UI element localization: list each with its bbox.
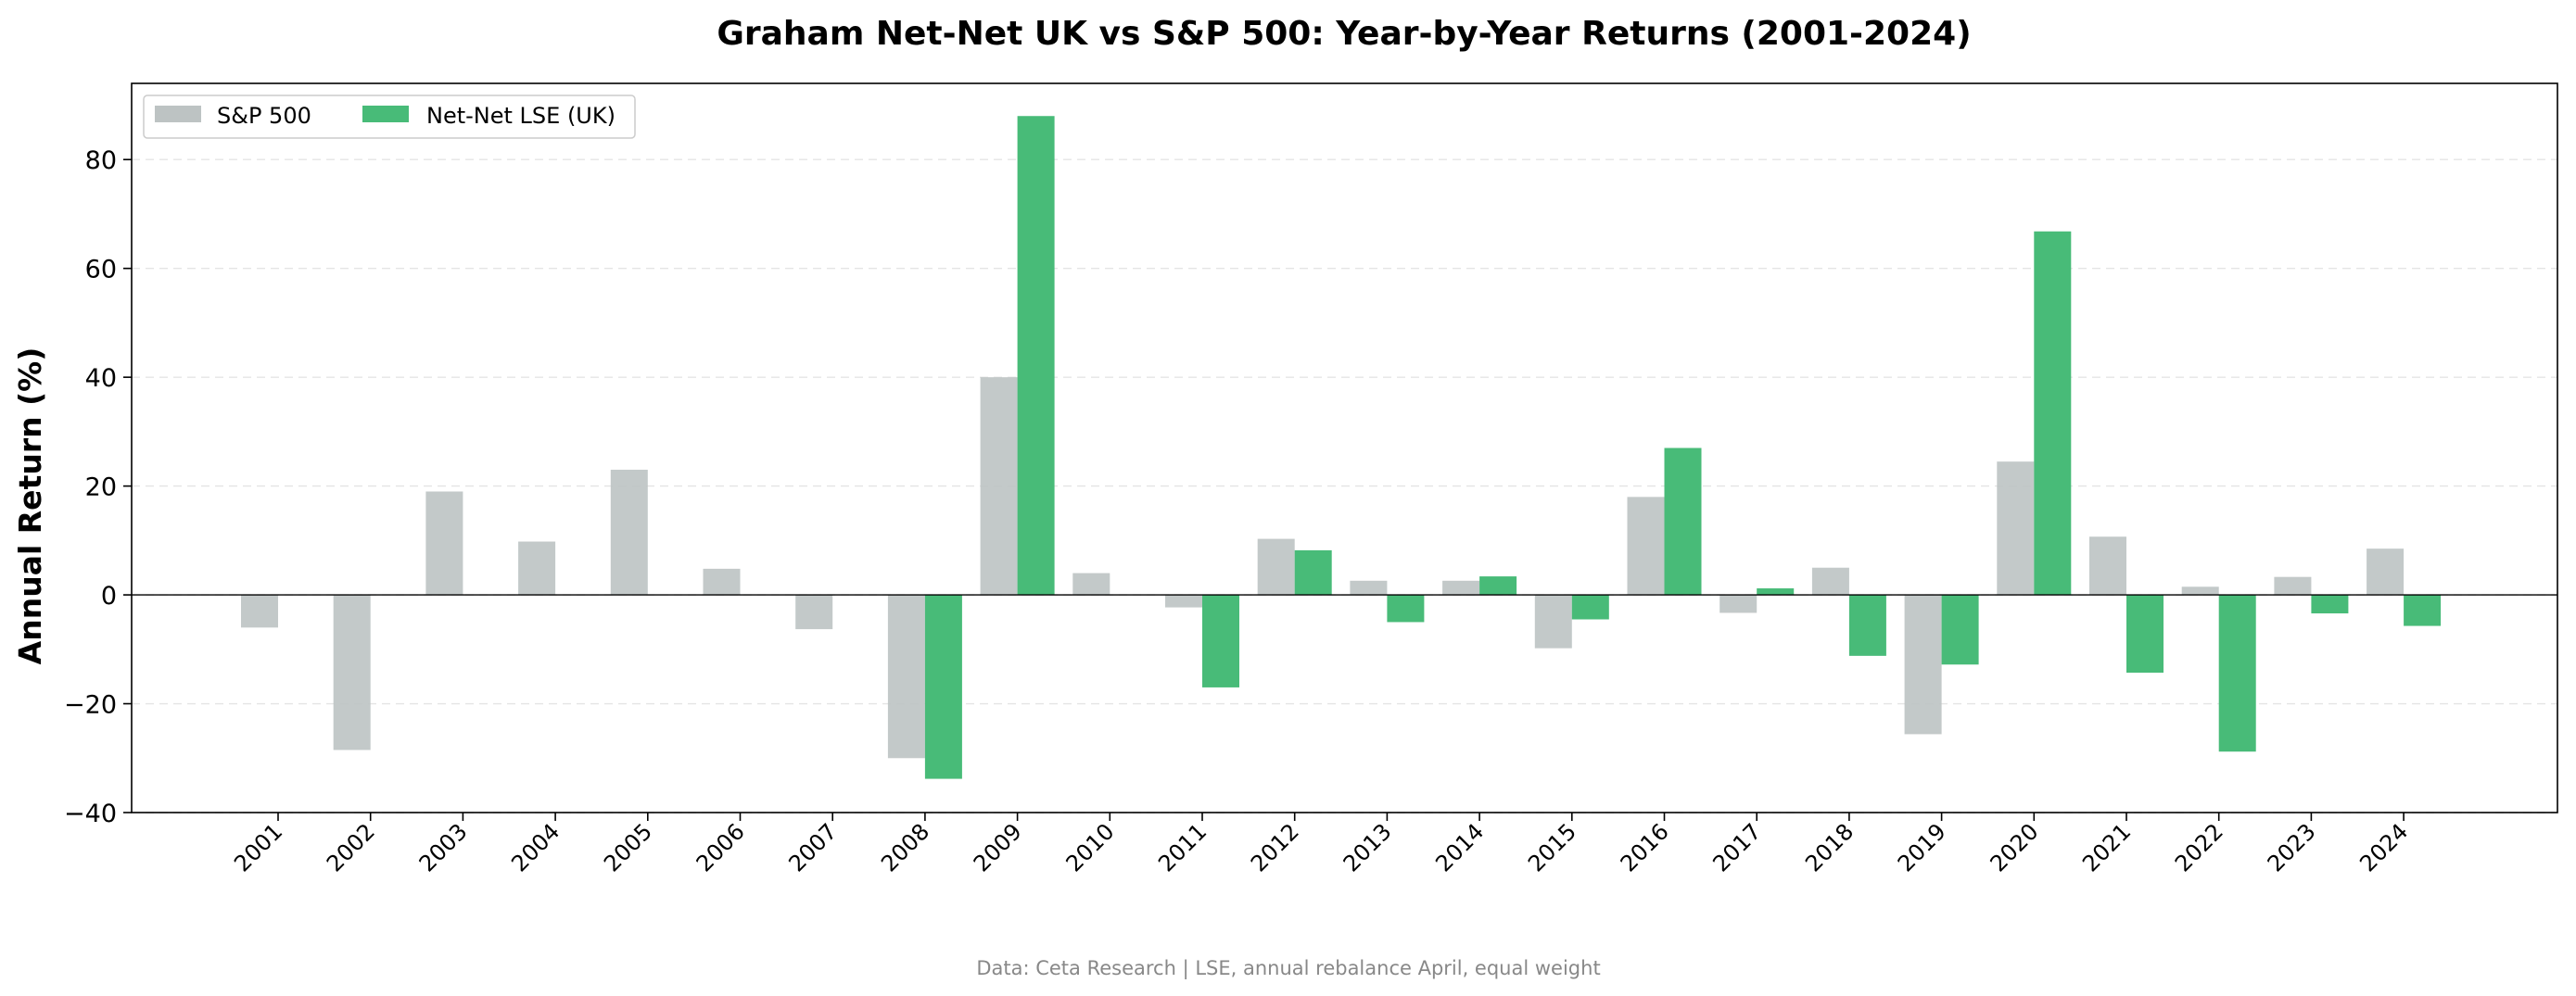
bar-sp500-2005 <box>610 469 648 596</box>
bar-sp500-2008 <box>887 595 925 759</box>
y-tick-label: −20 <box>64 691 117 720</box>
x-tick-label: 2008 <box>876 818 934 876</box>
x-tick-label: 2003 <box>414 818 473 876</box>
x-tick-label: 2001 <box>229 818 287 876</box>
x-tick-label: 2016 <box>1616 818 1674 876</box>
y-tick-label: 80 <box>85 146 117 175</box>
bar-sp500-2012 <box>1257 538 1295 596</box>
source-note: Data: Ceta Research | LSE, annual rebala… <box>976 957 1600 980</box>
legend-label-sp500: S&P 500 <box>217 103 311 129</box>
bar-netnet-2021 <box>2126 595 2164 674</box>
y-tick-label: 20 <box>85 473 117 502</box>
x-tick-label: 2018 <box>1800 818 1859 876</box>
grid-lines <box>132 158 2557 813</box>
bar-netnet-2013 <box>1387 595 1425 623</box>
bar-sp500-2007 <box>795 595 833 630</box>
y-tick-label: −40 <box>64 800 117 828</box>
x-tick-label: 2002 <box>322 818 380 876</box>
x-tick-label: 2004 <box>506 818 565 876</box>
bar-sp500-2016 <box>1627 497 1665 596</box>
x-tick-label: 2011 <box>1153 818 1212 876</box>
bar-netnet-2020 <box>2034 231 2072 596</box>
x-tick-label: 2024 <box>2354 818 2413 876</box>
x-tick-label: 2007 <box>783 818 842 876</box>
x-tick-label: 2015 <box>1523 818 1581 876</box>
legend-label-netnet: Net-Net LSE (UK) <box>426 103 615 129</box>
bar-sp500-2024 <box>2367 548 2405 596</box>
x-tick-label: 2012 <box>1246 818 1304 876</box>
bar-netnet-2014 <box>1479 576 1517 596</box>
y-axis-label: Annual Return (%) <box>12 347 48 665</box>
bar-netnet-2023 <box>2311 595 2349 614</box>
legend-swatch-sp500 <box>155 106 201 122</box>
bar-netnet-2008 <box>924 595 962 779</box>
bar-netnet-2015 <box>1571 595 1609 620</box>
bar-sp500-2020 <box>1997 461 2035 596</box>
bar-netnet-2016 <box>1664 448 1702 596</box>
legend-swatch-netnet <box>362 106 409 122</box>
chart-title: Graham Net-Net UK vs S&P 500: Year-by-Ye… <box>717 15 1971 53</box>
bar-sp500-2017 <box>1719 595 1758 613</box>
bar-sp500-2009 <box>980 377 1018 596</box>
bar-netnet-2024 <box>2404 595 2442 626</box>
y-axis-ticks: −40 −20 0 20 40 60 80 <box>64 146 132 828</box>
bar-netnet-2022 <box>2218 595 2256 752</box>
bar-sp500-2015 <box>1534 595 1572 649</box>
x-tick-label: 2019 <box>1893 818 1951 876</box>
bar-sp500-2023 <box>2274 576 2312 596</box>
x-tick-label: 2022 <box>2170 818 2228 876</box>
y-tick-label: 40 <box>85 364 117 393</box>
x-tick-label: 2013 <box>1339 818 1397 876</box>
bar-sp500-2018 <box>1811 567 1849 596</box>
bar-netnet-2019 <box>1941 595 1979 665</box>
x-axis-ticks: 2001 2002 2003 2004 2005 2006 2007 2008 2009 2010… <box>229 813 2413 876</box>
bar-netnet-2017 <box>1757 588 1795 596</box>
x-tick-label: 2014 <box>1430 818 1489 876</box>
bar-sp500-2013 <box>1350 580 1388 596</box>
x-tick-label: 2017 <box>1707 818 1766 876</box>
bar-sp500-2011 <box>1165 595 1202 608</box>
bar-sp500-2002 <box>333 595 371 750</box>
x-tick-label: 2009 <box>969 818 1027 876</box>
y-tick-label: 60 <box>85 256 117 284</box>
bar-sp500-2021 <box>2089 536 2126 596</box>
x-tick-label: 2006 <box>692 818 750 876</box>
x-tick-label: 2023 <box>2263 818 2321 876</box>
x-tick-label: 2020 <box>1986 818 2044 876</box>
bars <box>241 116 2442 779</box>
bar-sp500-2003 <box>425 491 463 596</box>
bar-sp500-2010 <box>1072 573 1110 596</box>
y-tick-label: 0 <box>101 582 117 611</box>
bar-sp500-2001 <box>241 595 278 628</box>
x-tick-label: 2021 <box>2077 818 2136 876</box>
bar-netnet-2009 <box>1017 116 1055 596</box>
bar-netnet-2012 <box>1294 549 1332 596</box>
bar-sp500-2022 <box>2181 586 2219 596</box>
plot-frame <box>131 82 2558 813</box>
bar-sp500-2014 <box>1442 580 1480 596</box>
x-tick-label: 2010 <box>1061 818 1120 876</box>
bar-netnet-2011 <box>1202 595 1239 687</box>
legend: S&P 500 Net-Net LSE (UK) <box>143 95 636 139</box>
bar-netnet-2018 <box>1848 595 1886 656</box>
bar-sp500-2004 <box>518 541 556 596</box>
x-tick-label: 2005 <box>599 818 657 876</box>
bar-sp500-2006 <box>703 568 741 596</box>
bar-sp500-2019 <box>1904 595 1942 735</box>
